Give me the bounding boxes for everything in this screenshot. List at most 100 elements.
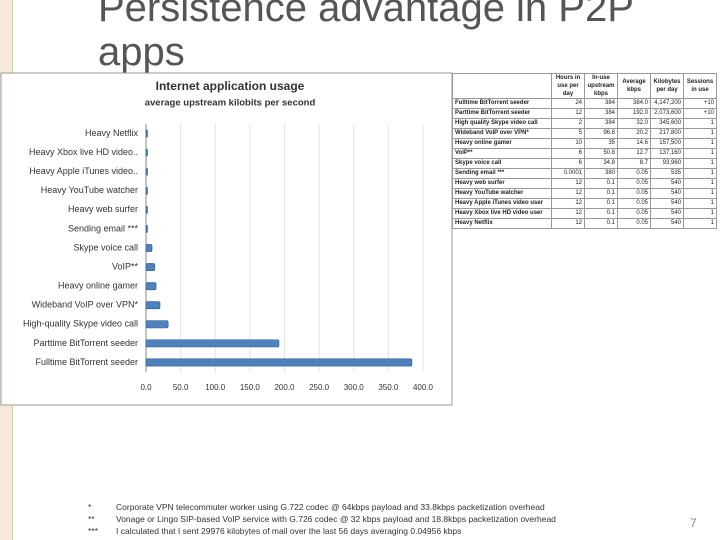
table-cell: 0.0001 xyxy=(551,168,585,179)
table-cell: 0.1 xyxy=(584,188,618,199)
page-number: 7 xyxy=(690,516,697,530)
usage-table: Hours in use per day In-use upstream kbps… xyxy=(452,73,717,229)
table-cell: 35 xyxy=(584,138,618,149)
y-tick-label: Skype voice call xyxy=(73,242,138,252)
table-cell: 1 xyxy=(683,138,717,149)
table-cell: 0.05 xyxy=(617,218,651,229)
y-tick-label: Heavy Apple iTunes video.. xyxy=(29,166,138,176)
y-tick-label: Heavy web surfer xyxy=(68,204,138,214)
y-tick-label: Parttime BitTorrent seeder xyxy=(33,338,138,348)
table-cell: 1 xyxy=(683,178,717,189)
bar xyxy=(145,301,161,310)
table-cell: 1 xyxy=(683,208,717,219)
table-cell: 384 xyxy=(584,98,618,109)
table-row: Parttime BitTorrent seeder 12 384 192.0 2,07… xyxy=(452,108,717,119)
bar xyxy=(145,320,169,329)
table-header-cell: Sessions in use xyxy=(683,73,717,99)
table-cell: Heavy Xbox live HD video user xyxy=(452,208,552,219)
table-cell: 4,147,200 xyxy=(650,98,684,109)
y-tick-label: Heavy YouTube watcher xyxy=(41,185,138,195)
table-cell: Heavy online gamer xyxy=(452,138,552,149)
table-cell: 34.8 xyxy=(584,158,618,169)
footnote-mark: *** xyxy=(88,526,98,536)
table-row: Wideband VoIP over VPN* 5 96.8 20.2 217,800 1 xyxy=(452,128,717,139)
table-cell: 1 xyxy=(683,188,717,199)
table-cell: 0.1 xyxy=(584,198,618,209)
table-cell: 380 xyxy=(584,168,618,179)
footnote-mark: ** xyxy=(88,514,95,524)
table-row: Heavy YouTube watcher 12 0.1 0.05 540 1 xyxy=(452,188,717,199)
y-tick-label: VoIP** xyxy=(112,261,139,271)
table-row: VoIP** 6 50.8 12.7 137,160 1 xyxy=(452,148,717,159)
bar xyxy=(145,244,153,252)
table-cell: Heavy web surfer xyxy=(452,178,552,189)
table-cell: +10 xyxy=(683,98,717,109)
bar xyxy=(145,148,148,157)
table-cell: Parttime BitTorrent seeder xyxy=(452,108,552,119)
table-cell: 12.7 xyxy=(617,148,651,159)
table-row: High quality Skype video call 2 384 32.0 345… xyxy=(452,118,717,129)
table-cell: 2,073,600 xyxy=(650,108,684,119)
x-tick-label: 250.0 xyxy=(309,383,330,392)
table-cell: 2 xyxy=(551,118,585,129)
table-cell: 137,160 xyxy=(650,148,684,159)
table-cell: 12 xyxy=(551,178,585,189)
bar xyxy=(145,263,156,272)
table-cell: 32.0 xyxy=(617,118,651,129)
bar xyxy=(145,167,148,176)
table-row: Heavy Netflix 12 0.1 0.05 540 1 xyxy=(452,218,717,229)
table-cell: 0.1 xyxy=(584,178,618,189)
table-cell: 12 xyxy=(551,188,585,199)
table-cell: 384 xyxy=(584,108,618,119)
table-cell: 20.2 xyxy=(617,128,651,139)
table-row: Heavy Xbox live HD video user 12 0.1 0.05 54… xyxy=(452,208,717,219)
table-cell: 10 xyxy=(551,138,585,149)
chart-subtitle: average upstream kilobits per second xyxy=(145,98,316,109)
table-cell: 384.0 xyxy=(617,98,651,109)
table-row: Fulltime BitTorrent seeder 24 384 384.0 4,14… xyxy=(452,98,717,109)
table-row: Sending email *** 0.0001 380 0.05 535 1 xyxy=(452,168,717,179)
table-cell: 1 xyxy=(683,128,717,139)
table-header-cell: In-use upstream kbps xyxy=(584,73,618,99)
table-cell: 1 xyxy=(683,168,717,179)
table-row: Heavy online gamer 10 35 14.6 157,500 1 xyxy=(452,138,717,149)
x-tick-label: 150.0 xyxy=(240,383,261,392)
table-cell: High quality Skype video call xyxy=(452,118,552,129)
table-cell: 12 xyxy=(551,108,585,119)
footnote-text: Vonage or Lingo SIP-based VoIP service w… xyxy=(116,514,556,524)
footnote-text: Corporate VPN telecommuter worker using … xyxy=(116,502,545,512)
bar xyxy=(145,358,413,367)
x-tick-label: 350.0 xyxy=(378,383,399,392)
footnote: * Corporate VPN telecommuter worker using… xyxy=(88,502,556,514)
table-cell: 12 xyxy=(551,198,585,209)
table-cell: 8.7 xyxy=(617,158,651,169)
table-cell: Fulltime BitTorrent seeder xyxy=(452,98,552,109)
table-header-cell: Average kbps xyxy=(617,73,651,99)
table-cell: 6 xyxy=(551,158,585,169)
x-tick-label: 400.0 xyxy=(413,383,434,392)
table-cell: Wideband VoIP over VPN* xyxy=(452,128,552,139)
table-cell: 345,600 xyxy=(650,118,684,129)
x-tick-label: 100.0 xyxy=(205,383,226,392)
footnote-mark: * xyxy=(88,502,92,512)
chart: Internet application usage average upstr… xyxy=(0,72,453,406)
table-cell: 6 xyxy=(551,148,585,159)
table-header-cell: Hours in use per day xyxy=(551,73,585,99)
table-cell: 0.05 xyxy=(617,188,651,199)
footnote: ** Vonage or Lingo SIP-based VoIP service… xyxy=(88,514,556,526)
table-cell: 540 xyxy=(650,198,684,209)
table-cell: 192.0 xyxy=(617,108,651,119)
table-cell: 96.8 xyxy=(584,128,618,139)
table-row: Heavy Apple iTunes video user 12 0.1 0.05 54… xyxy=(452,198,717,209)
y-tick-label: Wideband VoIP over VPN* xyxy=(32,300,139,310)
table-cell: Sending email *** xyxy=(452,168,552,179)
bar xyxy=(145,205,148,214)
table-cell: 217,800 xyxy=(650,128,684,139)
table-cell: 540 xyxy=(650,218,684,229)
table-cell: 540 xyxy=(650,188,684,199)
table-cell: 0.05 xyxy=(617,178,651,189)
y-tick-label: Heavy Xbox live HD video.. xyxy=(29,147,138,157)
table-cell: 1 xyxy=(683,118,717,129)
table-cell: 384 xyxy=(584,118,618,129)
